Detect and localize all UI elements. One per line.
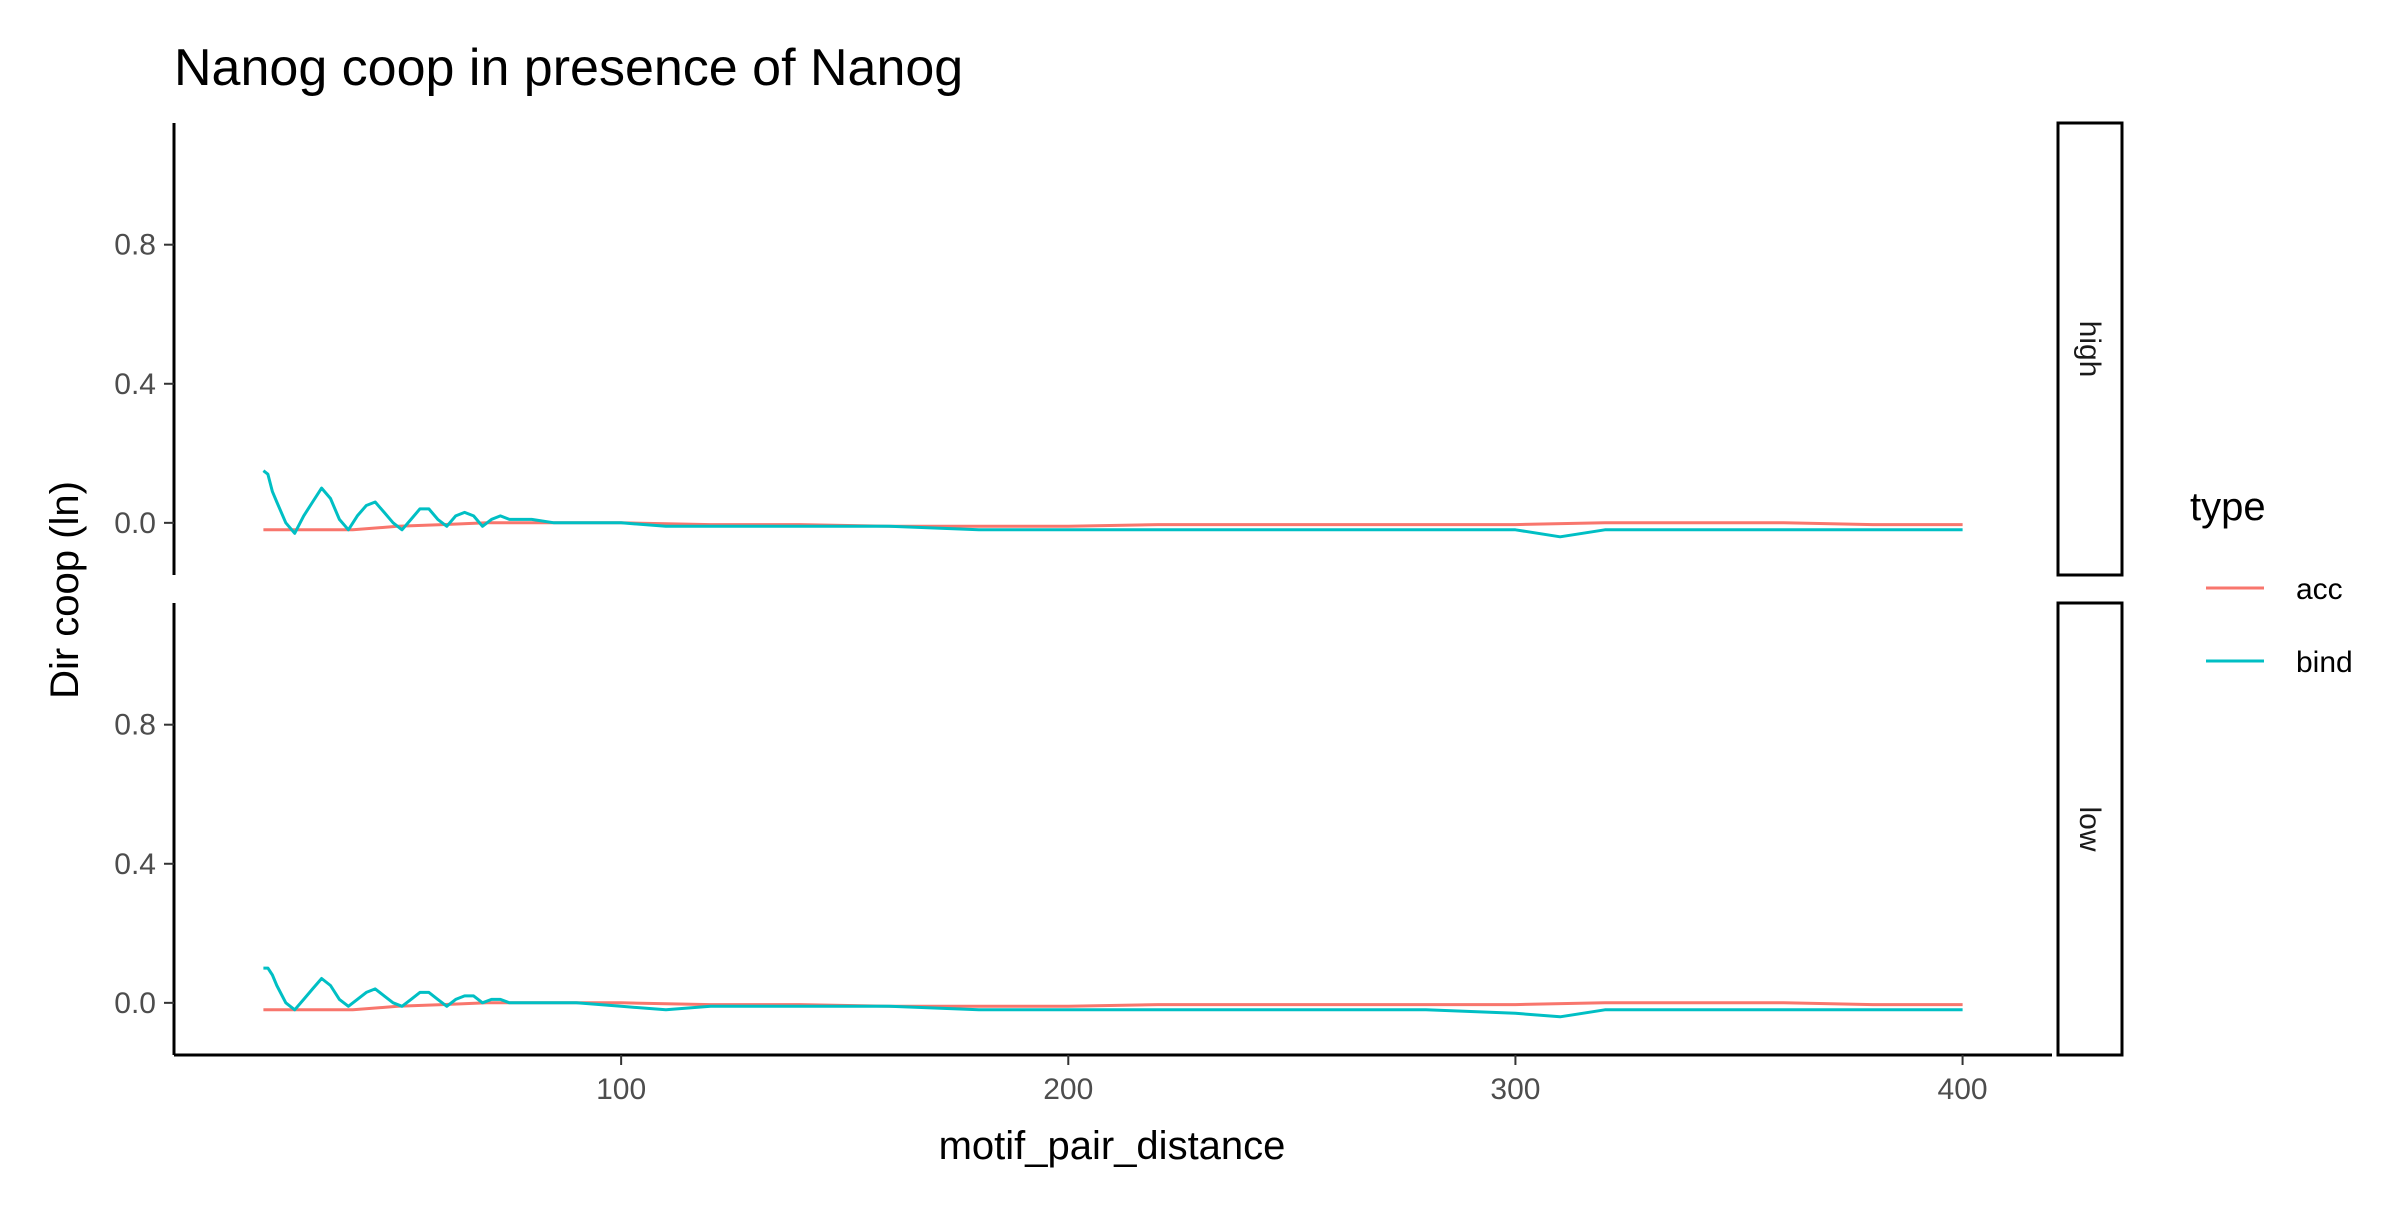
y-tick-label: 0.4 — [114, 368, 156, 401]
series-line-bind — [263, 966, 1963, 1019]
y-tick-label: 0.4 — [114, 848, 156, 881]
x-tick-label: 200 — [1043, 1073, 1093, 1106]
legend-title: type — [2190, 485, 2266, 529]
y-tick-label: 0.8 — [114, 229, 156, 262]
y-tick-label: 0.0 — [114, 507, 156, 540]
x-tick-label: 100 — [596, 1073, 646, 1106]
series-line-acc — [263, 1001, 1963, 1012]
facet-panel-high: 0.0 0.4 0.8 high — [114, 121, 2124, 577]
legend: type acc bind — [2190, 485, 2353, 679]
legend-label-bind: bind — [2296, 646, 2353, 679]
facet-panels: 0.0 0.4 0.8 high 0.0 0.4 0.8 low 100 200 300 400 — [114, 121, 2124, 1106]
facet-strip — [2056, 601, 2124, 1057]
facet-strip-label: high — [2073, 321, 2106, 378]
facet-strip-label: low — [2073, 806, 2106, 851]
chart-title: Nanog coop in presence of Nanog — [174, 39, 963, 97]
x-axis-title: motif_pair_distance — [939, 1124, 1286, 1168]
x-tick-label: 400 — [1938, 1073, 1988, 1106]
legend-label-acc: acc — [2296, 573, 2343, 606]
y-tick-label: 0.8 — [114, 709, 156, 742]
series-line-bind — [262, 469, 1963, 539]
x-tick-label: 300 — [1490, 1073, 1540, 1106]
y-axis-title: Dir coop (ln) — [43, 481, 87, 699]
y-tick-label: 0.0 — [114, 987, 156, 1020]
legend-entries: acc bind — [2206, 573, 2353, 679]
facet-strip — [2056, 121, 2124, 577]
facet-panel-low: 0.0 0.4 0.8 low 100 200 300 400 — [114, 601, 2124, 1106]
series-line-acc — [263, 521, 1963, 532]
